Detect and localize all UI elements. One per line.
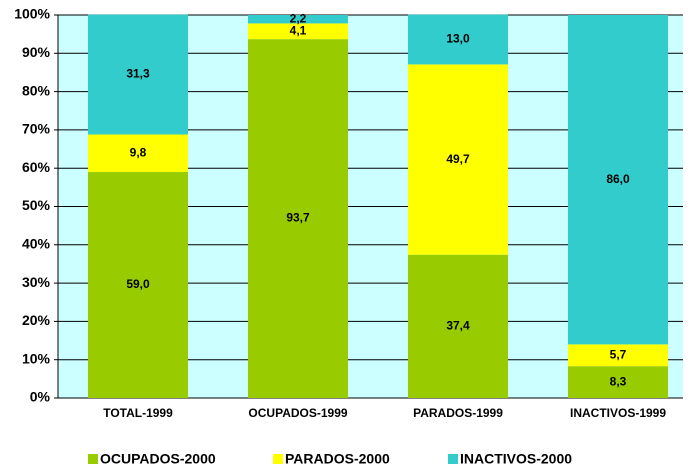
legend-swatch <box>88 454 98 464</box>
data-label: 9,8 <box>130 145 147 159</box>
y-tick-label: 0% <box>30 389 51 405</box>
bar-segment <box>88 14 188 135</box>
x-tick-label: INACTIVOS-1999 <box>570 406 666 420</box>
x-tick-label: PARADOS-1999 <box>413 406 503 420</box>
data-label: 8,3 <box>610 374 627 388</box>
bar-segment <box>568 366 668 398</box>
y-tick-label: 30% <box>22 274 51 290</box>
data-label: 5,7 <box>610 347 627 361</box>
bar-segment <box>408 64 508 255</box>
y-tick-label: 60% <box>22 159 51 175</box>
y-tick-label: 100% <box>14 6 50 22</box>
data-label: 31,3 <box>126 67 150 81</box>
y-tick-label: 40% <box>22 236 51 252</box>
data-label: 37,4 <box>446 319 470 333</box>
data-label: 59,0 <box>126 277 150 291</box>
data-label: 86,0 <box>606 172 630 186</box>
legend-label: OCUPADOS-2000 <box>100 451 216 467</box>
legend-label: INACTIVOS-2000 <box>460 451 572 467</box>
y-tick-label: 50% <box>22 197 51 213</box>
x-tick-label: OCUPADOS-1999 <box>248 406 347 420</box>
bar-segment <box>88 134 188 173</box>
bar-segment <box>408 14 508 65</box>
bar-segment <box>568 344 668 367</box>
y-tick-label: 90% <box>22 44 51 60</box>
data-label: 2,2 <box>290 11 307 25</box>
y-tick-label: 80% <box>22 82 51 98</box>
data-label: 4,1 <box>290 23 307 37</box>
bar-segment <box>248 23 348 40</box>
legend-swatch <box>448 454 458 464</box>
data-label: 13,0 <box>446 32 470 46</box>
bar-segment <box>568 15 668 345</box>
bar-segment <box>408 254 508 398</box>
legend-swatch <box>273 454 283 464</box>
bar-segment <box>248 15 348 24</box>
y-tick-label: 20% <box>22 312 51 328</box>
data-label: 93,7 <box>286 211 310 225</box>
bar-segment <box>248 39 348 399</box>
y-tick-label: 10% <box>22 350 51 366</box>
x-tick-label: TOTAL-1999 <box>103 406 173 420</box>
legend-label: PARADOS-2000 <box>285 451 390 467</box>
data-label: 49,7 <box>446 152 470 166</box>
bar-segment <box>88 172 188 398</box>
y-tick-label: 70% <box>22 121 51 137</box>
